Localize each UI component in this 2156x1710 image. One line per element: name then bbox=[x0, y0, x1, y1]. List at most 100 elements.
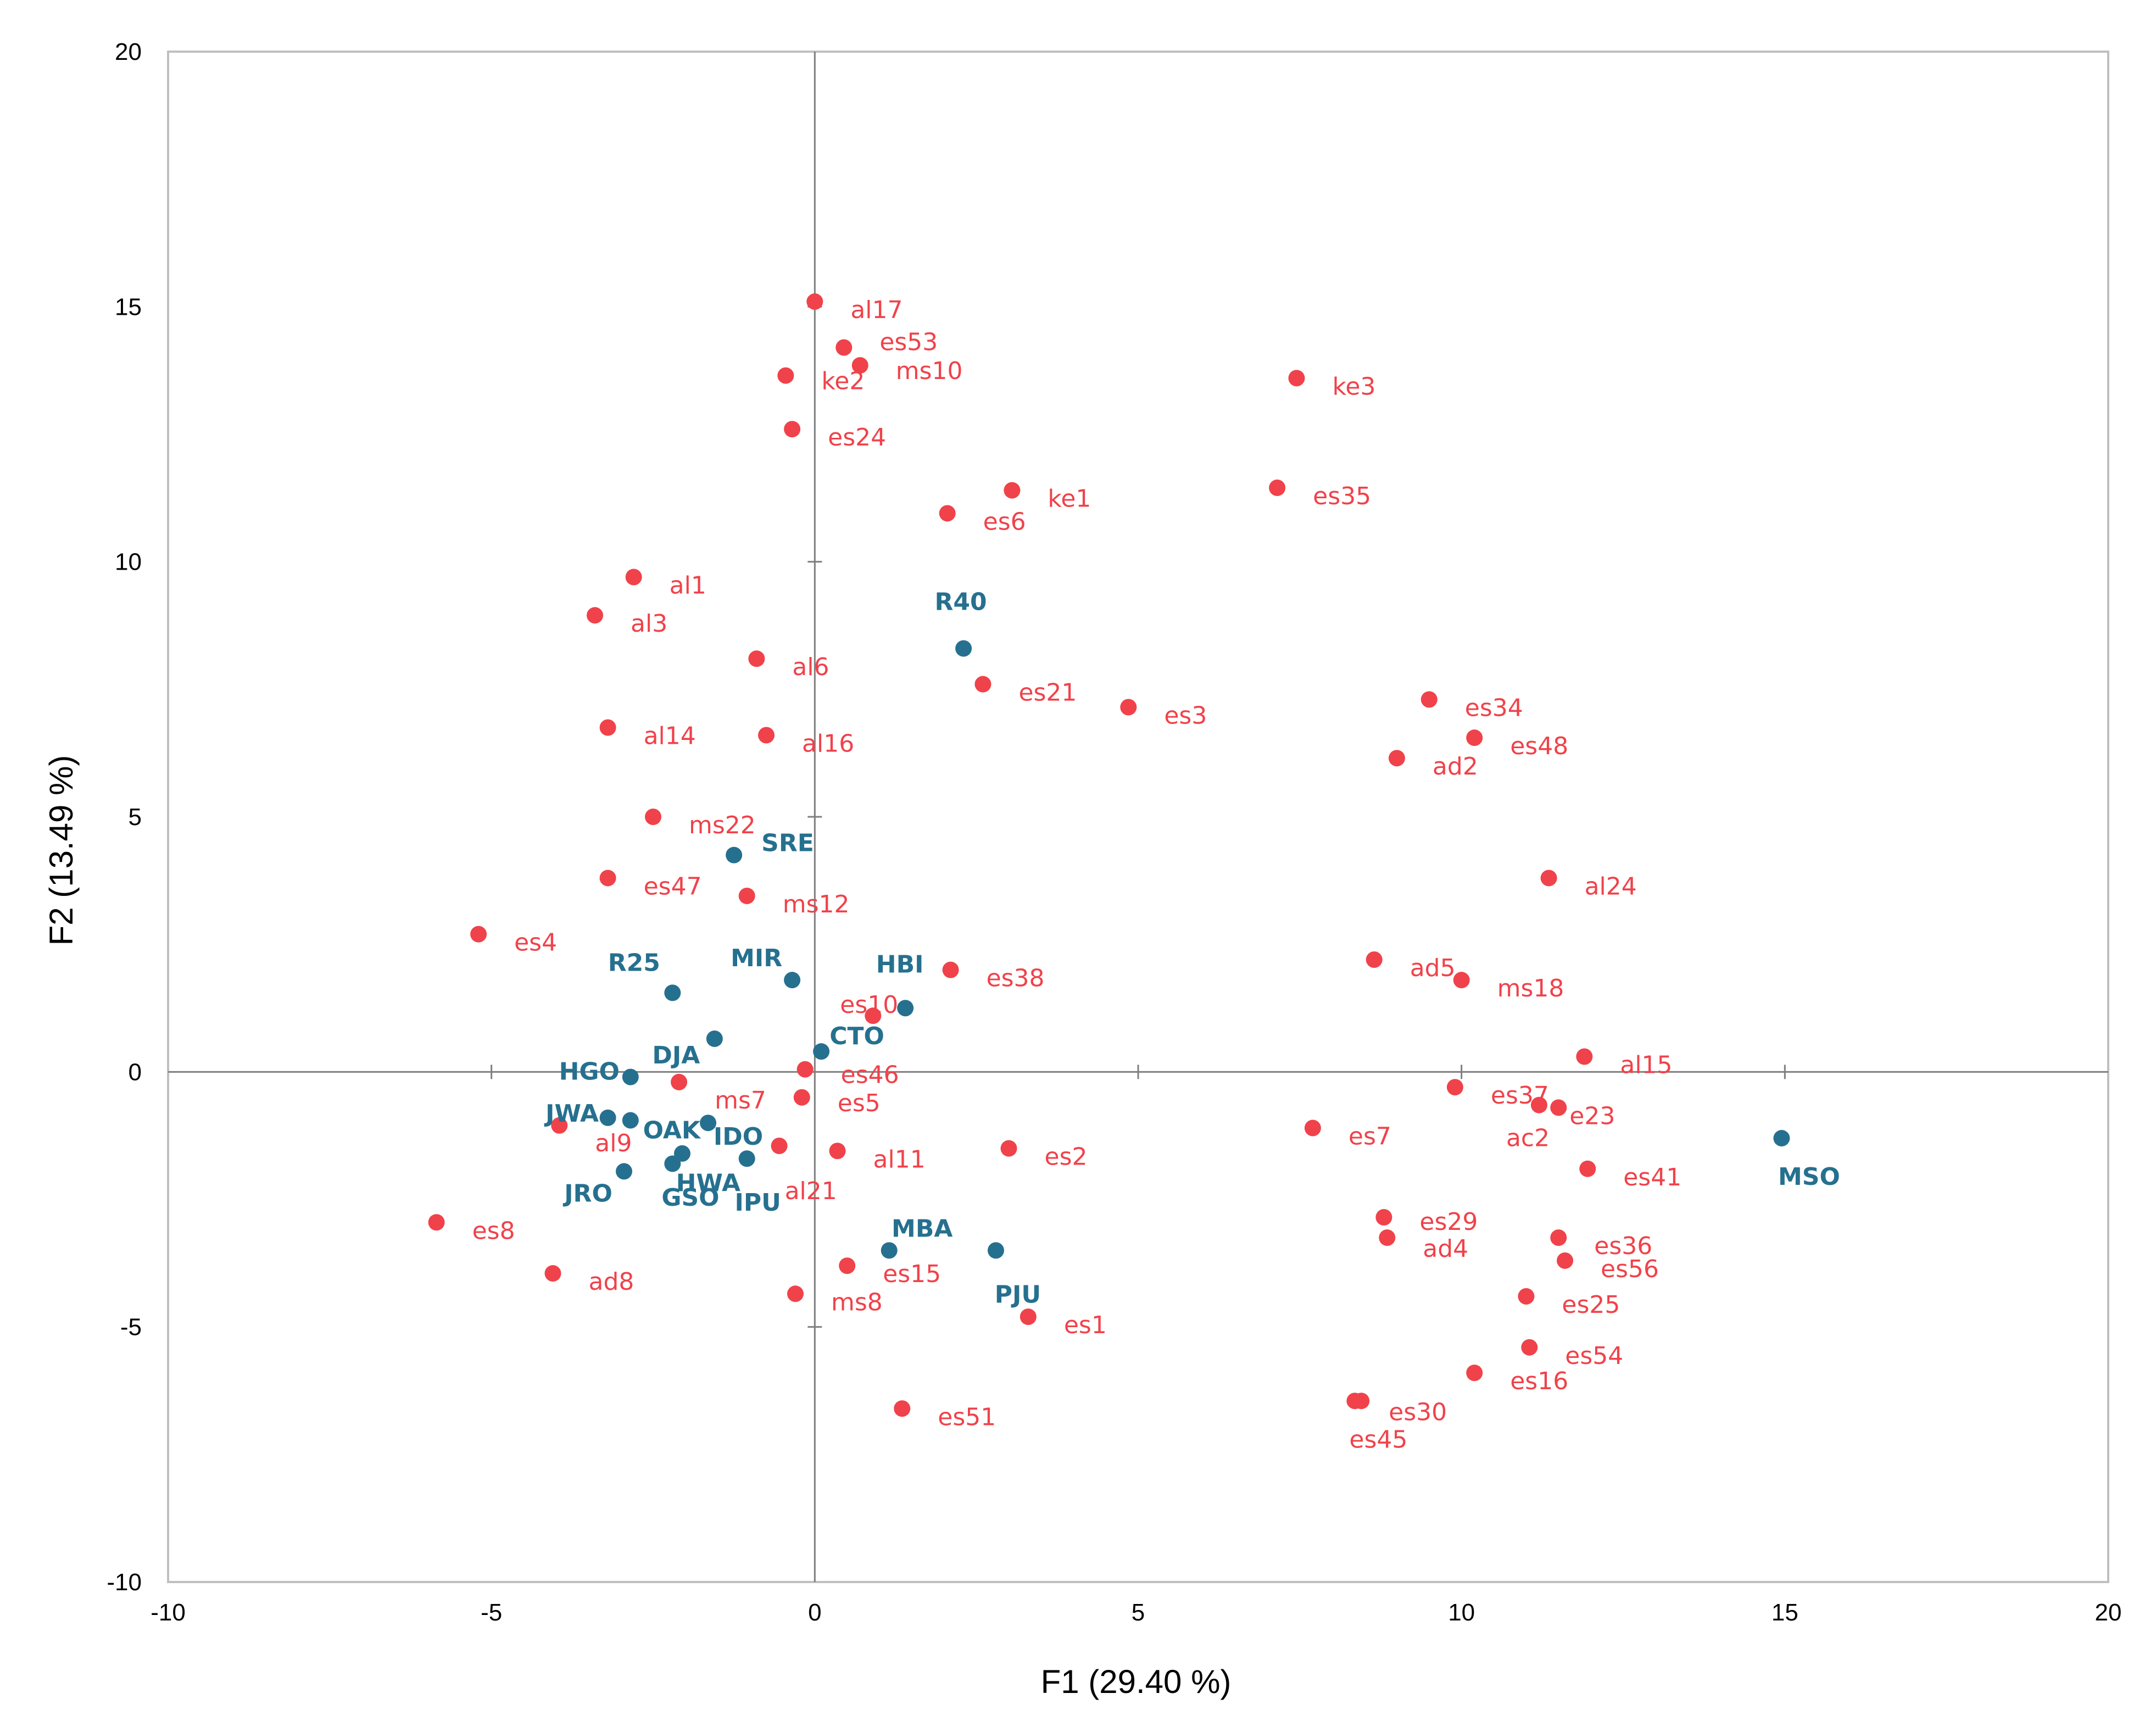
sample-label-es34: es34 bbox=[1465, 694, 1523, 722]
x-tick-label: -10 bbox=[151, 1599, 186, 1626]
group-label-DJA: DJA bbox=[652, 1041, 700, 1070]
sample-label-e23: e23 bbox=[1569, 1102, 1615, 1130]
group-point-CTO bbox=[813, 1043, 830, 1060]
sample-label-es10: es10 bbox=[840, 991, 898, 1019]
group-label-JRO: JRO bbox=[562, 1179, 612, 1207]
sample-point-es16 bbox=[1466, 1364, 1483, 1382]
sample-label-al21: al21 bbox=[785, 1177, 837, 1205]
sample-label-al15: al15 bbox=[1620, 1051, 1672, 1079]
group-label-MSO: MSO bbox=[1778, 1163, 1840, 1191]
sample-label-al24: al24 bbox=[1585, 872, 1637, 900]
group-point-GSO bbox=[673, 1145, 690, 1162]
sample-point-es29 bbox=[1375, 1209, 1392, 1226]
sample-label-es7: es7 bbox=[1349, 1122, 1391, 1150]
sample-label-al6: al6 bbox=[792, 653, 829, 681]
group-point-MBA bbox=[881, 1242, 898, 1259]
sample-label-ms12: ms12 bbox=[783, 890, 850, 918]
sample-point-ke1 bbox=[1004, 482, 1021, 499]
x-tick-label: 5 bbox=[1132, 1599, 1145, 1626]
y-tick-label: -10 bbox=[107, 1569, 142, 1596]
sample-label-es41: es41 bbox=[1623, 1163, 1681, 1191]
x-tick-label: 15 bbox=[1771, 1599, 1798, 1626]
sample-label-es30: es30 bbox=[1389, 1398, 1447, 1426]
x-axis-title: F1 (29.40 %) bbox=[1041, 1663, 1232, 1700]
sample-point-es1 bbox=[1019, 1308, 1037, 1325]
y-tick-label: 5 bbox=[129, 804, 142, 831]
sample-label-al1: al1 bbox=[670, 572, 706, 600]
sample-label-es3: es3 bbox=[1164, 701, 1207, 729]
y-tick-label: 10 bbox=[115, 549, 142, 576]
sample-label-es38: es38 bbox=[987, 965, 1045, 993]
group-point-HWA bbox=[664, 1155, 681, 1172]
group-point-DJA bbox=[706, 1030, 723, 1047]
sample-label-es45: es45 bbox=[1349, 1425, 1407, 1453]
sample-label-es53: es53 bbox=[879, 328, 938, 357]
sample-point-es51 bbox=[894, 1400, 911, 1417]
sample-point-ms8 bbox=[787, 1285, 804, 1302]
group-label-IDO: IDO bbox=[714, 1123, 763, 1151]
sample-point-es53 bbox=[835, 339, 853, 356]
sample-label-es6: es6 bbox=[983, 508, 1026, 536]
sample-label-ms22: ms22 bbox=[689, 811, 756, 839]
group-point-MIR bbox=[784, 972, 801, 989]
sample-point-es10 bbox=[865, 1007, 882, 1024]
group-point-IPU bbox=[738, 1150, 755, 1167]
sample-label-al9: al9 bbox=[595, 1129, 632, 1157]
sample-point-es45 bbox=[1346, 1392, 1363, 1410]
sample-label-es29: es29 bbox=[1419, 1208, 1478, 1236]
sample-point-al21 bbox=[771, 1137, 788, 1154]
group-label-CTO: CTO bbox=[829, 1022, 884, 1050]
sample-point-ke2 bbox=[777, 367, 794, 384]
sample-point-es36 bbox=[1550, 1229, 1567, 1246]
sample-label-ad5: ad5 bbox=[1410, 954, 1456, 982]
group-label-OAK: OAK bbox=[643, 1117, 701, 1145]
sample-label-ke2: ke2 bbox=[821, 367, 865, 396]
group-label-R25: R25 bbox=[608, 949, 660, 977]
sample-point-al17 bbox=[806, 293, 823, 310]
sample-label-al3: al3 bbox=[631, 610, 667, 638]
sample-label-ms8: ms8 bbox=[831, 1288, 883, 1316]
sample-label-es54: es54 bbox=[1565, 1342, 1623, 1370]
plot-frame bbox=[167, 51, 2109, 1583]
group-point-PJU bbox=[987, 1242, 1004, 1259]
sample-point-al1 bbox=[625, 569, 642, 586]
group-label-HWA: HWA bbox=[676, 1169, 740, 1197]
sample-label-es15: es15 bbox=[883, 1260, 941, 1288]
sample-label-es48: es48 bbox=[1510, 732, 1568, 760]
sample-label-es56: es56 bbox=[1601, 1255, 1659, 1283]
sample-label-es8: es8 bbox=[472, 1217, 515, 1245]
sample-point-es37 bbox=[1446, 1079, 1463, 1096]
sample-label-es36: es36 bbox=[1594, 1232, 1652, 1260]
sample-point-es38 bbox=[942, 961, 959, 978]
x-tick-label: 20 bbox=[2095, 1599, 2122, 1626]
sample-point-ms10 bbox=[851, 357, 868, 374]
sample-label-es37: es37 bbox=[1491, 1082, 1549, 1110]
sample-point-al11 bbox=[829, 1143, 846, 1160]
group-label-GSO: GSO bbox=[661, 1184, 719, 1212]
group-point-R40 bbox=[955, 640, 972, 657]
tick-labels: -10 -5 0 5 10 15 20 -10 -5 0 5 10 15 20 bbox=[107, 38, 2121, 1626]
sample-point-es24 bbox=[784, 421, 801, 438]
x-tick-label: 0 bbox=[808, 1599, 821, 1626]
sample-label-es21: es21 bbox=[1018, 679, 1077, 707]
sample-label-es46: es46 bbox=[841, 1061, 899, 1089]
sample-label-es47: es47 bbox=[644, 872, 702, 900]
sample-point-al6 bbox=[748, 650, 765, 667]
sample-point-al9 bbox=[551, 1117, 568, 1134]
sample-point-es25 bbox=[1518, 1288, 1535, 1305]
sample-point-ac2 bbox=[1530, 1096, 1547, 1113]
sample-label-es1: es1 bbox=[1064, 1311, 1107, 1339]
group-point-HBI bbox=[897, 1000, 914, 1017]
y-tick-label: -5 bbox=[120, 1314, 142, 1341]
sample-point-es41 bbox=[1579, 1160, 1596, 1177]
sample-point-ad5 bbox=[1366, 951, 1383, 968]
sample-label-al14: al14 bbox=[644, 722, 696, 750]
sample-point-es4 bbox=[470, 926, 487, 943]
sample-point-e23 bbox=[1550, 1099, 1567, 1116]
sample-label-al16: al16 bbox=[802, 729, 854, 757]
sample-point-al24 bbox=[1540, 870, 1557, 887]
sample-label-es25: es25 bbox=[1562, 1291, 1620, 1319]
sample-label-ad2: ad2 bbox=[1433, 753, 1478, 781]
group-label-R40: R40 bbox=[935, 588, 987, 616]
